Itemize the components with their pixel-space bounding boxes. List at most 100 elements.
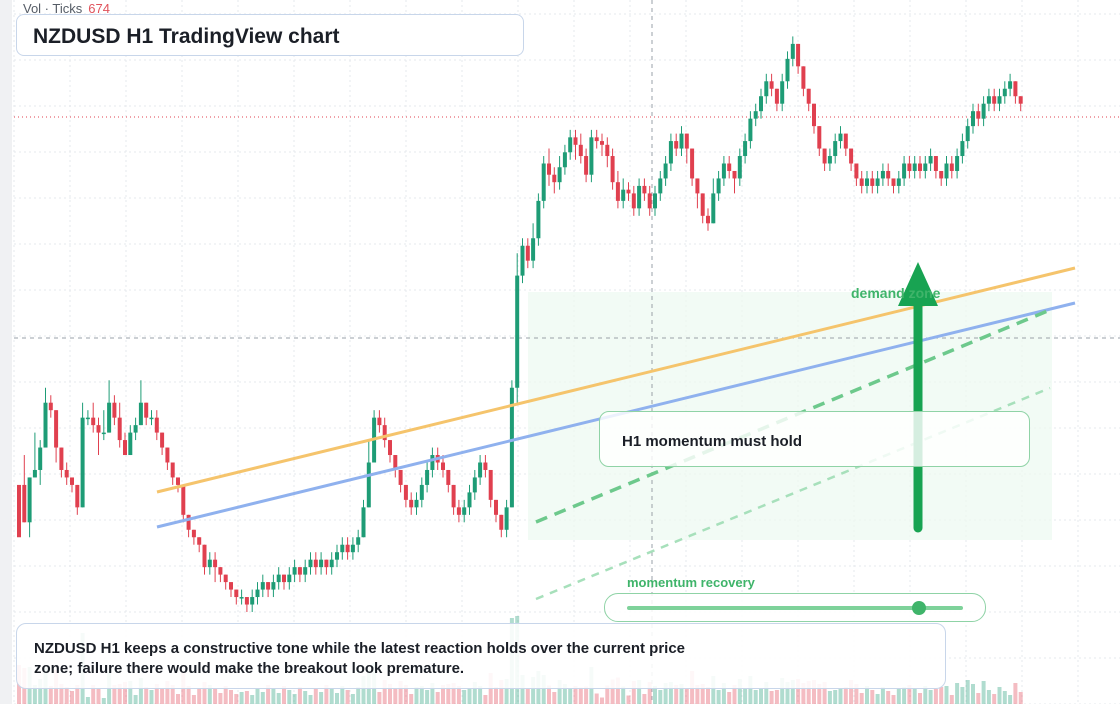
volume-bar bbox=[303, 691, 308, 704]
volume-bar bbox=[313, 688, 318, 704]
candle-body bbox=[313, 559, 318, 568]
candle-body bbox=[859, 178, 864, 186]
projection-line[interactable] bbox=[535, 308, 1051, 524]
volume-bar bbox=[955, 683, 960, 704]
volume-bar bbox=[356, 687, 361, 704]
momentum-recovery-label: momentum recovery bbox=[627, 575, 755, 590]
volume-bar bbox=[976, 693, 981, 704]
volume-bar bbox=[838, 688, 843, 704]
volume-bar bbox=[684, 688, 689, 704]
candle-body bbox=[154, 417, 159, 433]
candle-body bbox=[271, 582, 276, 590]
candle-body bbox=[880, 170, 885, 179]
candle-body bbox=[144, 402, 149, 418]
candle-body bbox=[918, 163, 922, 171]
volume-bar bbox=[1018, 692, 1023, 704]
candle-body bbox=[54, 410, 59, 448]
volume-bar bbox=[70, 691, 74, 704]
volume-bar bbox=[562, 684, 567, 704]
candle-body bbox=[817, 126, 822, 149]
volume-bar bbox=[297, 687, 302, 704]
candle-body bbox=[329, 559, 334, 568]
volume-bar bbox=[1002, 691, 1007, 704]
candle-body bbox=[976, 111, 981, 119]
volume-bar bbox=[377, 692, 382, 704]
candle-body bbox=[706, 215, 710, 224]
candle-body bbox=[191, 529, 196, 538]
candle-body bbox=[849, 148, 854, 164]
slider-track[interactable] bbox=[627, 606, 963, 610]
candle-body bbox=[244, 597, 249, 605]
candle-body bbox=[319, 559, 324, 568]
volume-bar bbox=[324, 685, 329, 704]
candle-body bbox=[780, 81, 785, 104]
volume-bar bbox=[928, 690, 933, 704]
volume-bar bbox=[875, 694, 880, 704]
candle-body bbox=[213, 559, 218, 568]
candle-body bbox=[27, 477, 32, 523]
candle-body bbox=[769, 81, 774, 89]
candle-body bbox=[234, 589, 239, 598]
demand-zone-label: demand zone bbox=[851, 285, 941, 301]
momentum-recovery-slider[interactable] bbox=[604, 593, 986, 622]
price-scale-strip[interactable] bbox=[0, 0, 12, 704]
candle-body bbox=[255, 589, 260, 598]
volume-bar bbox=[393, 688, 398, 704]
volume-bar bbox=[149, 690, 154, 704]
volume-bar bbox=[223, 686, 228, 704]
candle-body bbox=[509, 387, 514, 508]
projection-line-lower[interactable] bbox=[535, 386, 1051, 601]
volume-bar bbox=[91, 685, 96, 704]
up-arrow-icon[interactable] bbox=[898, 262, 938, 306]
momentum-callout[interactable]: H1 momentum must hold bbox=[599, 411, 1030, 467]
volume-bar bbox=[48, 686, 53, 704]
candle-body bbox=[695, 178, 700, 194]
candle-body bbox=[541, 163, 546, 201]
volume-bar bbox=[133, 695, 138, 704]
volume-bar bbox=[64, 687, 69, 704]
volume-bar bbox=[647, 682, 652, 704]
volume-bar bbox=[112, 685, 117, 704]
candle-body bbox=[748, 118, 753, 142]
volume-value: 674 bbox=[88, 1, 110, 16]
volume-bar bbox=[880, 687, 885, 704]
candle-body bbox=[992, 96, 997, 104]
candle-body bbox=[324, 559, 329, 568]
volume-bar bbox=[160, 688, 165, 704]
candle-body bbox=[759, 96, 763, 112]
candle-body bbox=[282, 574, 286, 583]
candle-body bbox=[197, 537, 202, 545]
volume-bar bbox=[138, 678, 143, 704]
volume-bar bbox=[902, 687, 907, 704]
candle-body bbox=[520, 245, 525, 276]
volume-bar bbox=[547, 685, 551, 704]
volume-bar bbox=[960, 687, 965, 704]
candle-body bbox=[843, 133, 848, 149]
volume-bar bbox=[202, 682, 207, 704]
volume-bar bbox=[1008, 695, 1013, 704]
candle-body bbox=[891, 178, 896, 186]
candle-body bbox=[207, 559, 212, 568]
candle-body bbox=[690, 148, 695, 179]
candle-body bbox=[128, 432, 133, 456]
candle-body bbox=[573, 137, 578, 145]
candle-body bbox=[626, 189, 631, 194]
volume-bar bbox=[626, 695, 631, 704]
candle-body bbox=[568, 137, 573, 153]
volume-bar bbox=[276, 693, 281, 704]
volume-bar bbox=[38, 679, 43, 704]
volume-bar bbox=[600, 697, 604, 704]
candle-body bbox=[218, 567, 223, 575]
candle-body bbox=[123, 440, 127, 456]
volume-bar bbox=[610, 679, 615, 704]
candle-body bbox=[276, 574, 281, 583]
volume-bar bbox=[409, 694, 414, 704]
volume-bar bbox=[504, 679, 509, 704]
volume-bar bbox=[833, 690, 838, 704]
slider-handle[interactable] bbox=[912, 601, 927, 615]
analysis-note: NZDUSD H1 keeps a constructive tone whil… bbox=[34, 640, 686, 677]
volume-bar bbox=[764, 682, 769, 704]
candle-body bbox=[944, 163, 949, 179]
